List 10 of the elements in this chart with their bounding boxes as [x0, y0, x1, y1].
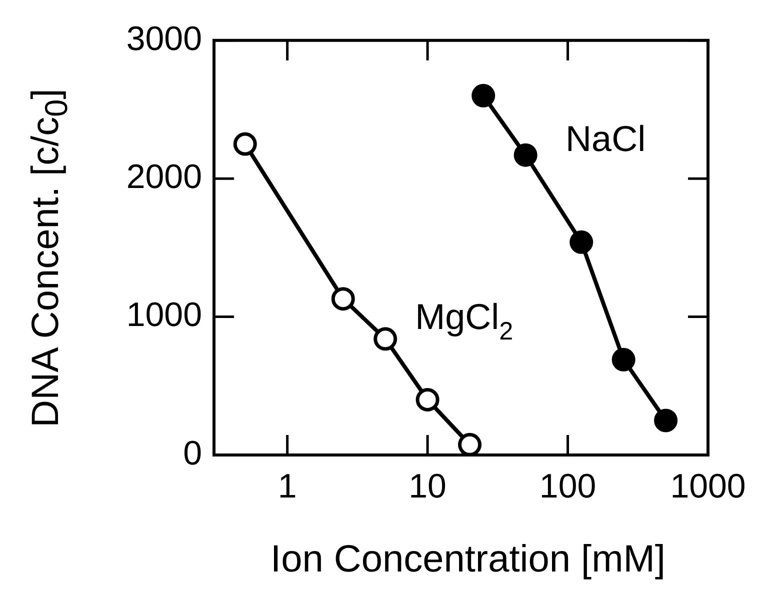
x-tick-label: 1: [278, 467, 297, 506]
x-tick-label: 100: [539, 467, 596, 506]
x-axis-title: Ion Concentration [mM]: [270, 538, 666, 582]
x-tick-label: 1000: [670, 467, 746, 506]
series-label: NaCl: [566, 118, 646, 160]
x-tick-label: 10: [408, 467, 446, 506]
y-tick-label: 3000: [126, 20, 202, 58]
y-tick-label: 0: [183, 434, 202, 472]
y-tick-label: 1000: [126, 296, 202, 334]
y-tick-label: 2000: [126, 158, 202, 196]
